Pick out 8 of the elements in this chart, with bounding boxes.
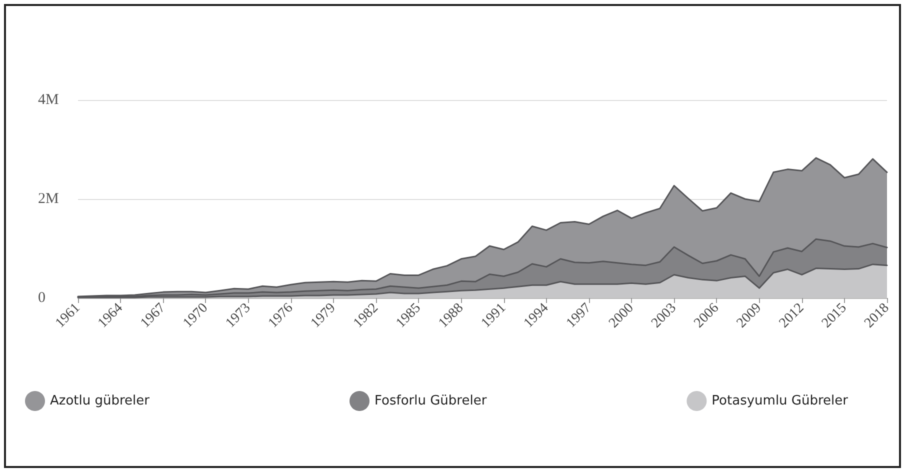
y-tick-label: 2M <box>38 191 59 207</box>
legend-label: Fosforlu Gübreler <box>374 394 488 408</box>
legend-label: Potasyumlu Gübreler <box>712 394 849 408</box>
y-tick-label: 0 <box>38 290 46 306</box>
y-tick-label: 4M <box>38 92 59 108</box>
x-tick-label: 1961 <box>52 300 84 332</box>
legend-label: Azotlu gübreler <box>50 394 150 408</box>
x-tick-label: 1991 <box>478 300 510 332</box>
